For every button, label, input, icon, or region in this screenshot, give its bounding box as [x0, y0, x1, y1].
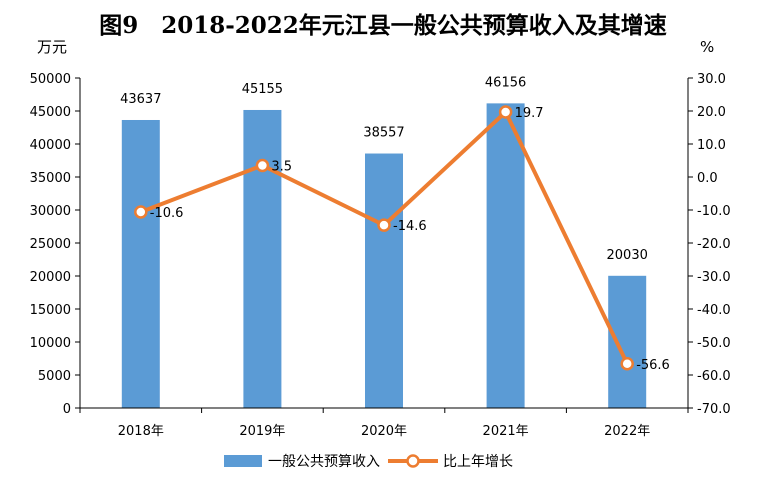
bar [243, 109, 282, 409]
bar-data-label: 43637 [120, 92, 161, 107]
right-tick-label: -10.0 [697, 204, 731, 219]
bar-data-label: 20030 [607, 248, 648, 263]
left-axis: 0 5000 10000 15000 20000 25000 30000 35000 40000… [30, 72, 81, 417]
legend-line-marker [406, 454, 420, 468]
left-tick-label: 25000 [30, 237, 71, 252]
line-data-label: 3.5 [271, 159, 292, 174]
left-tick-label: 45000 [30, 105, 71, 120]
right-axis-unit: % [700, 38, 714, 56]
left-axis-unit: 万元 [37, 38, 67, 56]
line-point [134, 205, 148, 219]
x-axis: 2018年 2019年 2020年 2021年 2022年 [79, 407, 689, 439]
left-tick-label: 10000 [30, 336, 71, 351]
right-tick-label: -50.0 [697, 336, 731, 351]
line-point [255, 158, 270, 173]
bar [365, 153, 403, 408]
right-tick-label: 30.0 [697, 72, 726, 87]
x-tick-label: 2020年 [361, 424, 407, 439]
right-tick-label: -20.0 [697, 237, 731, 252]
x-tick-label: 2019年 [239, 424, 285, 439]
bar-series: 43637 45155 38557 46156 20030 [120, 75, 648, 409]
left-tick-label: 5000 [38, 369, 71, 384]
left-tick-label: 15000 [30, 303, 71, 318]
legend-bar-label: 一般公共预算收入 [268, 454, 380, 470]
bar [608, 275, 647, 408]
right-tick-label: -70.0 [697, 402, 731, 417]
line-point [377, 218, 391, 232]
chart-title: 图9 2018-2022年元江县一般公共预算收入及其增速 [99, 12, 667, 39]
left-tick-label: 40000 [30, 138, 71, 153]
right-axis: 30.0 20.0 10.0 0.0 -10.0 -20.0 -30.0 -40.0 -50.0… [687, 72, 731, 417]
bar-data-label: 46156 [485, 75, 526, 90]
legend-bar-swatch [224, 455, 262, 467]
x-tick-label: 2018年 [118, 424, 164, 439]
right-tick-label: 20.0 [697, 105, 726, 120]
line-data-label: -10.6 [150, 206, 184, 221]
bar-data-label: 45155 [242, 82, 283, 97]
left-tick-label: 20000 [30, 270, 71, 285]
line-data-label: -56.6 [636, 358, 670, 373]
left-tick-label: 0 [63, 402, 71, 417]
bar [486, 103, 525, 409]
right-tick-label: -60.0 [697, 369, 731, 384]
line-series: -10.6 3.5 -14.6 19.7 -56.6 [134, 105, 670, 373]
right-tick-label: 10.0 [697, 138, 726, 153]
bar-data-label: 38557 [363, 126, 404, 141]
x-tick-label: 2022年 [604, 424, 650, 439]
left-tick-label: 30000 [30, 204, 71, 219]
right-tick-label: -30.0 [697, 270, 731, 285]
line-data-label: 19.7 [515, 106, 544, 121]
legend: 一般公共预算收入 比上年增长 [224, 454, 513, 470]
left-tick-label: 35000 [30, 171, 71, 186]
bar [121, 119, 160, 409]
line-data-label: -14.6 [393, 219, 427, 234]
left-tick-label: 50000 [30, 72, 71, 87]
line-point [498, 105, 513, 119]
right-tick-label: 0.0 [697, 171, 718, 186]
line-point [620, 357, 634, 371]
x-tick-label: 2021年 [483, 424, 529, 439]
legend-line-label: 比上年增长 [443, 454, 513, 470]
right-tick-label: -40.0 [697, 303, 731, 318]
